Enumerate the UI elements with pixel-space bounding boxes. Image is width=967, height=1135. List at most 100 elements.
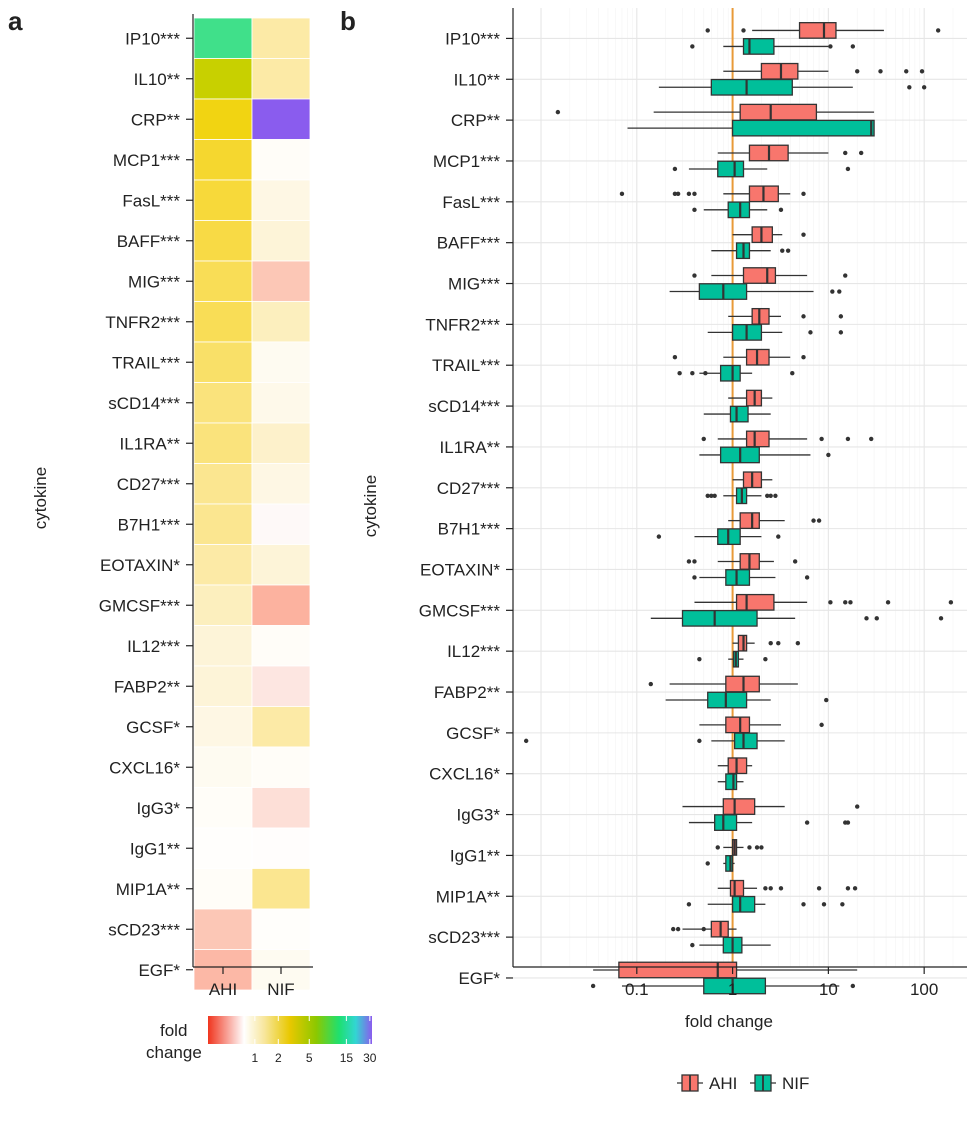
heatmap-cell (252, 909, 310, 950)
heatmap-row-label: MCP1*** (113, 151, 180, 170)
box-outlier (741, 28, 745, 32)
box-outlier (716, 845, 720, 849)
box-outlier (824, 698, 828, 702)
heatmap-cell (252, 828, 310, 869)
heatmap-row-label: IL12*** (127, 637, 180, 656)
box-outlier (649, 682, 653, 686)
box-body (718, 161, 744, 177)
box-outlier (676, 192, 680, 196)
box-outlier (851, 984, 855, 988)
heatmap-cell (194, 666, 252, 707)
box-outlier (846, 437, 850, 441)
box-outlier (692, 575, 696, 579)
box-outlier (692, 559, 696, 563)
box-outlier (801, 355, 805, 359)
box-body (735, 733, 757, 749)
boxplot-category-label: CRP** (451, 111, 501, 130)
boxplot-category-label: MIP1A** (436, 887, 501, 906)
heatmap-row-label: GCSF* (126, 718, 180, 737)
heatmap-cell (194, 261, 252, 302)
box-outlier (706, 861, 710, 865)
heatmap-cell (194, 18, 252, 59)
heatmap-cell (194, 545, 252, 586)
legend-label: AHI (709, 1074, 737, 1093)
colorbar-gradient (208, 1016, 372, 1044)
boxplot-category-label: FABP2** (434, 683, 501, 702)
heatmap-cell (194, 707, 252, 748)
boxplot-category-label: MIG*** (448, 275, 500, 294)
box-outlier (692, 208, 696, 212)
box-outlier (819, 437, 823, 441)
heatmap-cell (194, 828, 252, 869)
box-outlier (673, 355, 677, 359)
heatmap-row-label: BAFF*** (117, 232, 181, 251)
boxplot-category-label: GMCSF*** (419, 601, 501, 620)
boxplot-category-label: IgG3* (457, 806, 501, 825)
colorbar-tick-label: 30 (363, 1051, 377, 1065)
heatmap-cell (194, 869, 252, 910)
heatmap-cell (252, 383, 310, 424)
heatmap-cell (194, 464, 252, 505)
box-outlier (692, 192, 696, 196)
heatmap-cell (252, 747, 310, 788)
heatmap-cell (194, 909, 252, 950)
heatmap-row-label: IL10** (134, 70, 181, 89)
boxplot-y-axis-title: cytokine (361, 475, 380, 537)
boxplot-category-labels: IP10*** IL10** CRP** MCP1*** FasL*** BAFF*** M… (419, 29, 513, 988)
boxplot-category-label: TRAIL*** (432, 356, 500, 375)
heatmap-cell (252, 788, 310, 829)
heatmap-cell (252, 59, 310, 100)
heatmap-cell (194, 302, 252, 343)
heatmap-row-label: B7H1*** (118, 515, 181, 534)
box-outlier (840, 902, 844, 906)
box-outlier (779, 208, 783, 212)
boxplot-category-label: B7H1*** (438, 520, 501, 539)
heatmap-cell (194, 626, 252, 667)
box-outlier (703, 371, 707, 375)
box-outlier (801, 232, 805, 236)
heatmap-cell (194, 140, 252, 181)
heatmap-row-label: MIG*** (128, 272, 180, 291)
box-outlier (556, 110, 560, 114)
box-outlier (878, 69, 882, 73)
heatmap-row-label: EOTAXIN* (100, 556, 180, 575)
box-outlier (846, 886, 850, 890)
boxplot-category-label: BAFF*** (437, 234, 501, 253)
heatmap-cell (194, 180, 252, 221)
box-outlier (843, 151, 847, 155)
heatmap-row-label: TNFR2*** (105, 313, 180, 332)
heatmap-cell (194, 342, 252, 383)
box-outlier (676, 927, 680, 931)
heatmap-cell (252, 18, 310, 59)
panel-b-letter: b (340, 6, 356, 36)
box-body (726, 774, 737, 790)
box-outlier (687, 902, 691, 906)
box-outlier (843, 600, 847, 604)
box-outlier (793, 559, 797, 563)
box-outlier (776, 534, 780, 538)
box-body (730, 881, 743, 897)
heatmap-row-label: CD27*** (117, 475, 181, 494)
box-outlier (763, 657, 767, 661)
box-outlier (907, 85, 911, 89)
box-body (744, 39, 774, 55)
colorbar-tick-label: 5 (306, 1051, 313, 1065)
boxplot-category-label: TNFR2*** (425, 315, 500, 334)
box-outlier (936, 28, 940, 32)
box-body (747, 431, 769, 447)
heatmap-row-label: EGF* (138, 961, 180, 980)
box-outlier (826, 453, 830, 457)
box-outlier (801, 902, 805, 906)
box-outlier (620, 192, 624, 196)
box-outlier (846, 820, 850, 824)
colorbar-title-line2: change (146, 1043, 202, 1062)
box-outlier (673, 167, 677, 171)
box-outlier (702, 437, 706, 441)
boxplot-category-label: IL10** (454, 70, 501, 89)
box-outlier (591, 984, 595, 988)
heatmap-cell (194, 423, 252, 464)
heatmap-row-label: MIP1A** (116, 880, 181, 899)
box-outlier (687, 192, 691, 196)
panel-a-letter: a (8, 6, 23, 36)
